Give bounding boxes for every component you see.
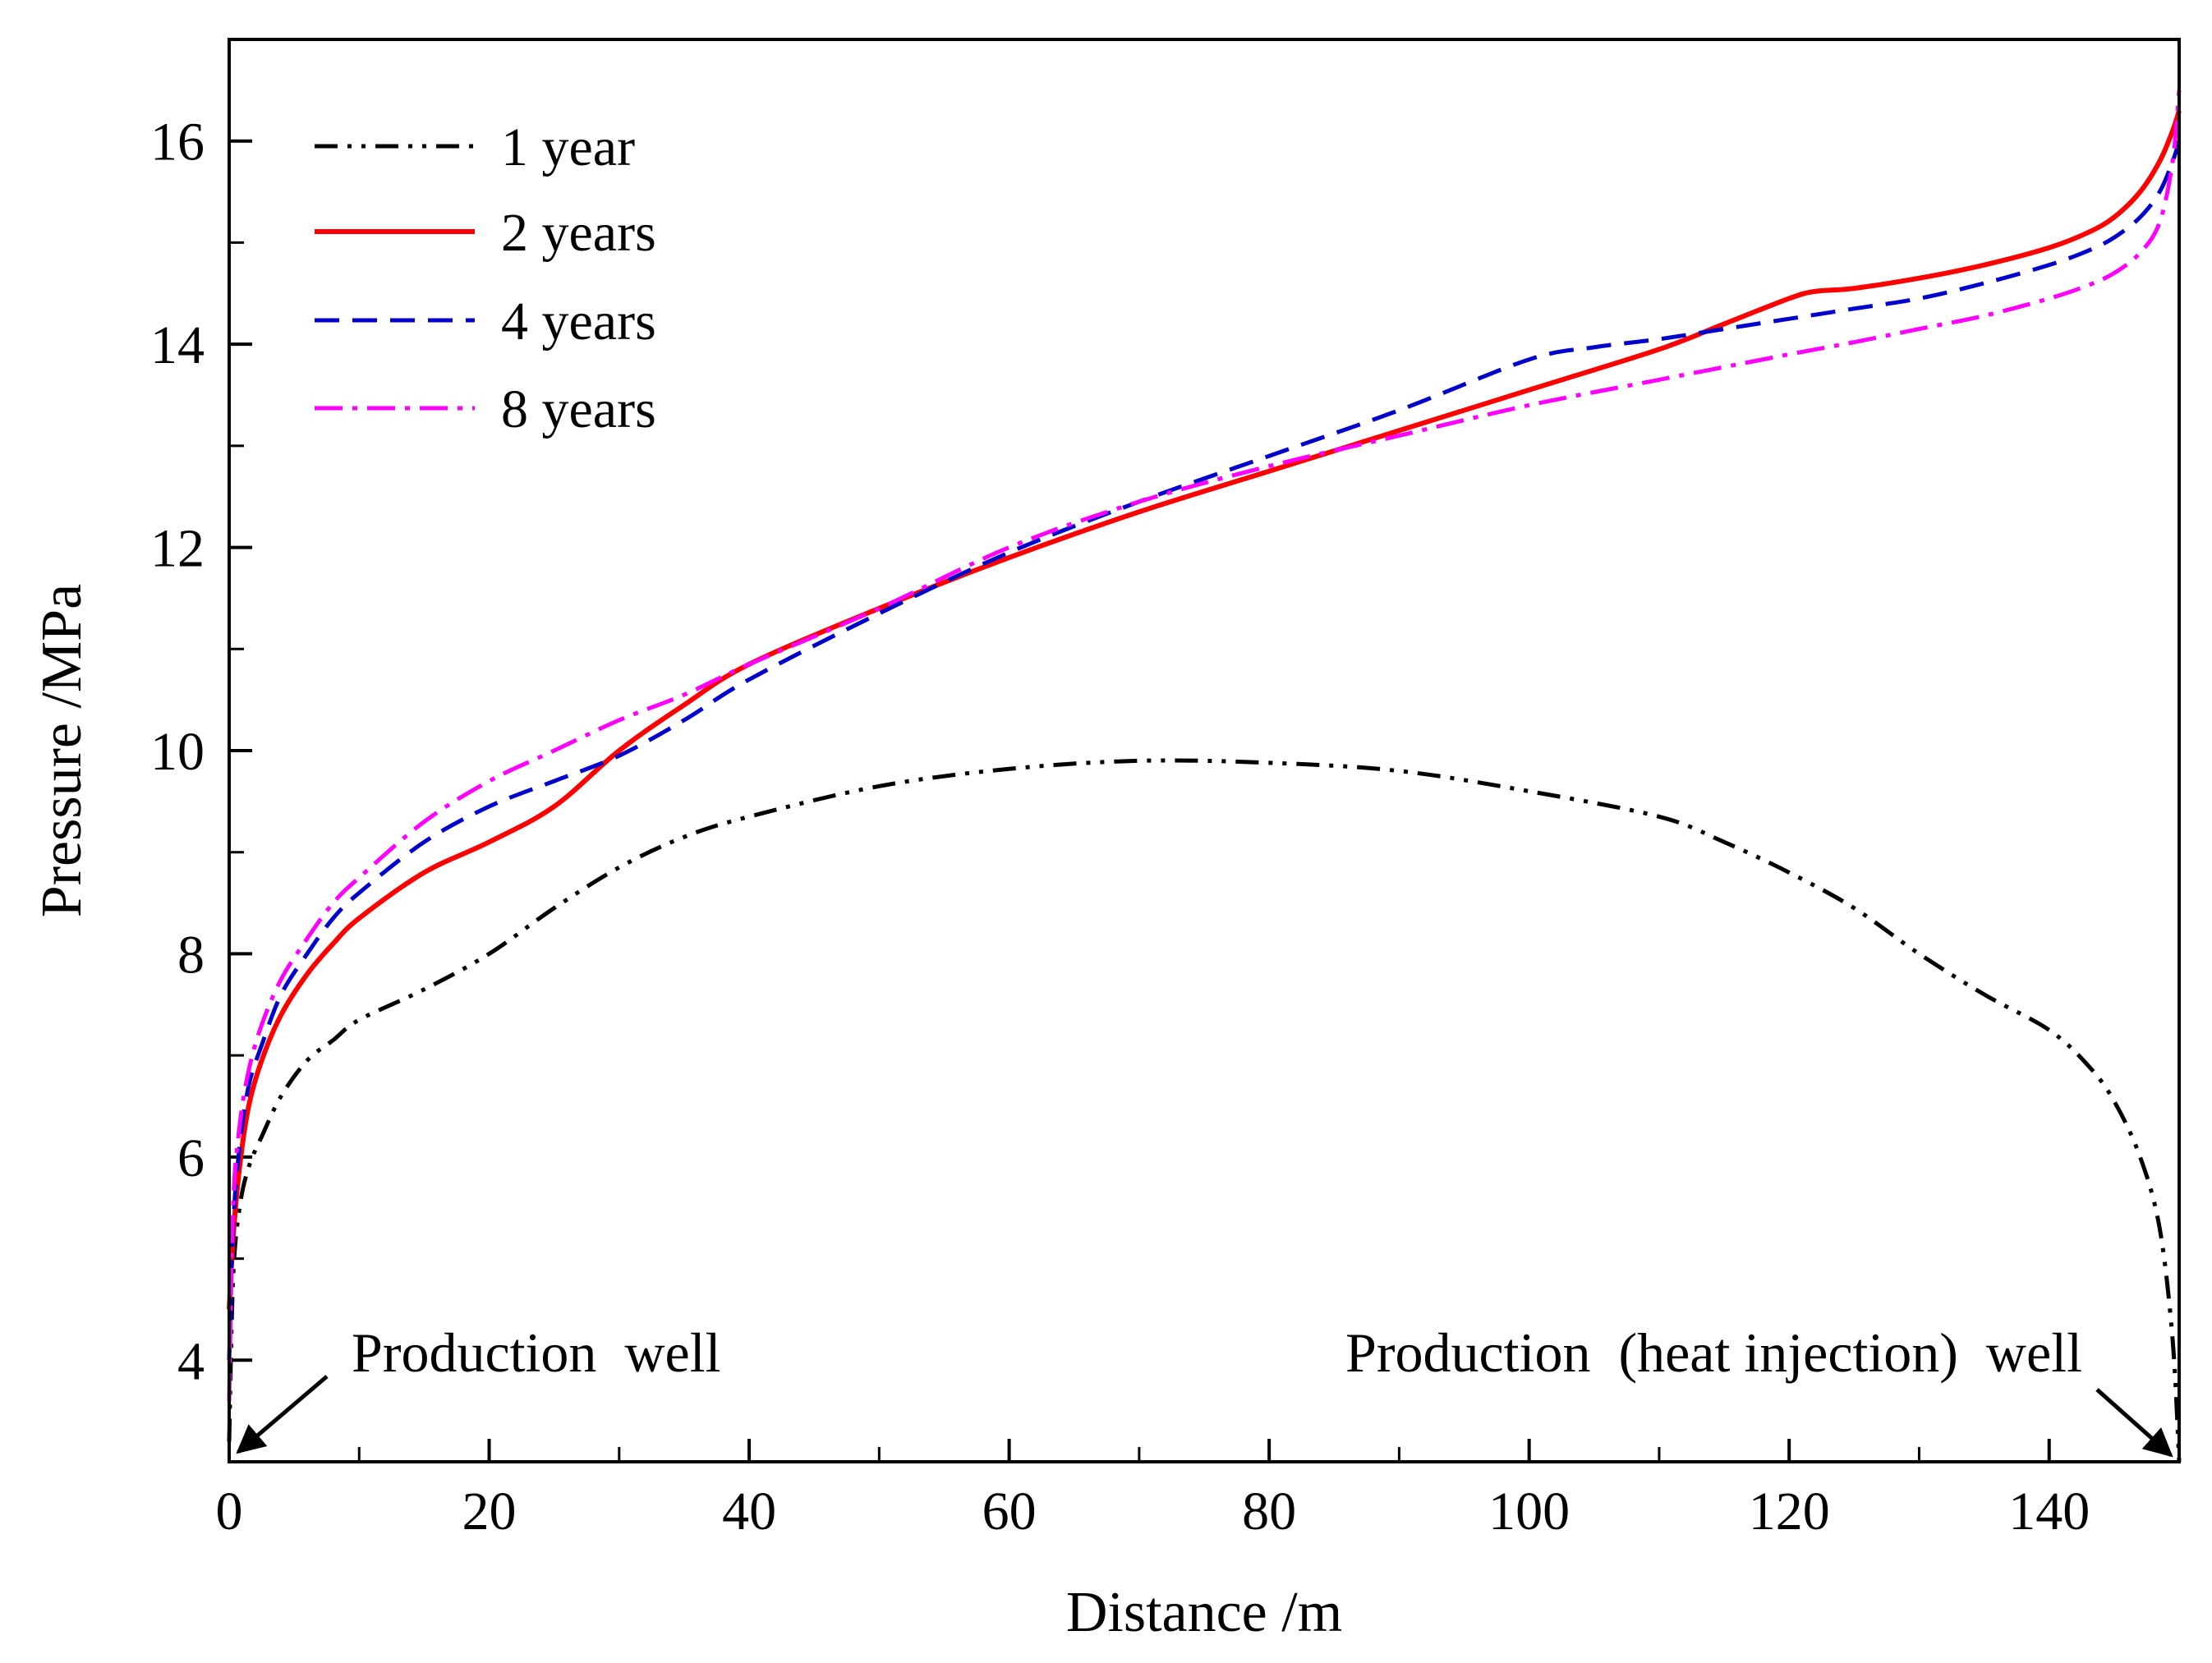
x-tick-label: 120 xyxy=(1749,1482,1830,1541)
annotation-production-well: Production well xyxy=(236,1321,721,1454)
y-tick-label: 14 xyxy=(150,315,205,375)
series-line-2-years xyxy=(227,109,2182,1310)
legend-label-8-years: 8 years xyxy=(501,379,656,439)
x-tick-label: 40 xyxy=(722,1482,776,1541)
legend-label-1-year: 1 year xyxy=(501,117,635,177)
plot-frame xyxy=(228,38,2181,1463)
series-layer xyxy=(227,90,2182,1463)
x-tick-label: 80 xyxy=(1242,1482,1296,1541)
series-line-1-year xyxy=(227,758,2182,1463)
y-tick-label: 8 xyxy=(177,925,205,985)
y-tick-label: 16 xyxy=(150,113,205,172)
legend-label-4-years: 4 years xyxy=(501,292,656,351)
y-axis-title: Pressure /MPa xyxy=(30,584,94,917)
legend-label-2-years: 2 years xyxy=(501,203,656,263)
x-tick-label: 100 xyxy=(1488,1482,1570,1541)
annotation-production-well-label: Production well xyxy=(352,1321,721,1384)
x-tick-label: 0 xyxy=(216,1482,243,1541)
x-tick-label: 140 xyxy=(2008,1482,2090,1541)
annotation-heat-injection-well-label: Production (heat injection) well xyxy=(1345,1321,2082,1384)
x-tick-label: 20 xyxy=(462,1482,517,1541)
y-tick-label: 10 xyxy=(150,722,205,782)
x-axis-title: Distance /m xyxy=(1066,1581,1342,1644)
y-tick-label: 6 xyxy=(177,1128,205,1188)
x-tick-label: 60 xyxy=(982,1482,1037,1541)
legend: 1 year 2 years 4 years 8 years xyxy=(315,117,656,439)
y-tick-label: 12 xyxy=(150,519,205,579)
annotation-production-well-arrow xyxy=(236,1375,329,1454)
annotation-heat-injection-well-arrow xyxy=(2095,1388,2173,1458)
series-line-4-years xyxy=(227,140,2182,1361)
tick-label-layer: 0 20 40 60 80 100 120 140 4 6 8 10 12 14 16 xyxy=(150,113,2090,1541)
series-line-8-years xyxy=(227,90,2182,1401)
y-tick-label: 4 xyxy=(177,1331,205,1391)
annotation-heat-injection-well: Production (heat injection) well xyxy=(1345,1321,2173,1458)
